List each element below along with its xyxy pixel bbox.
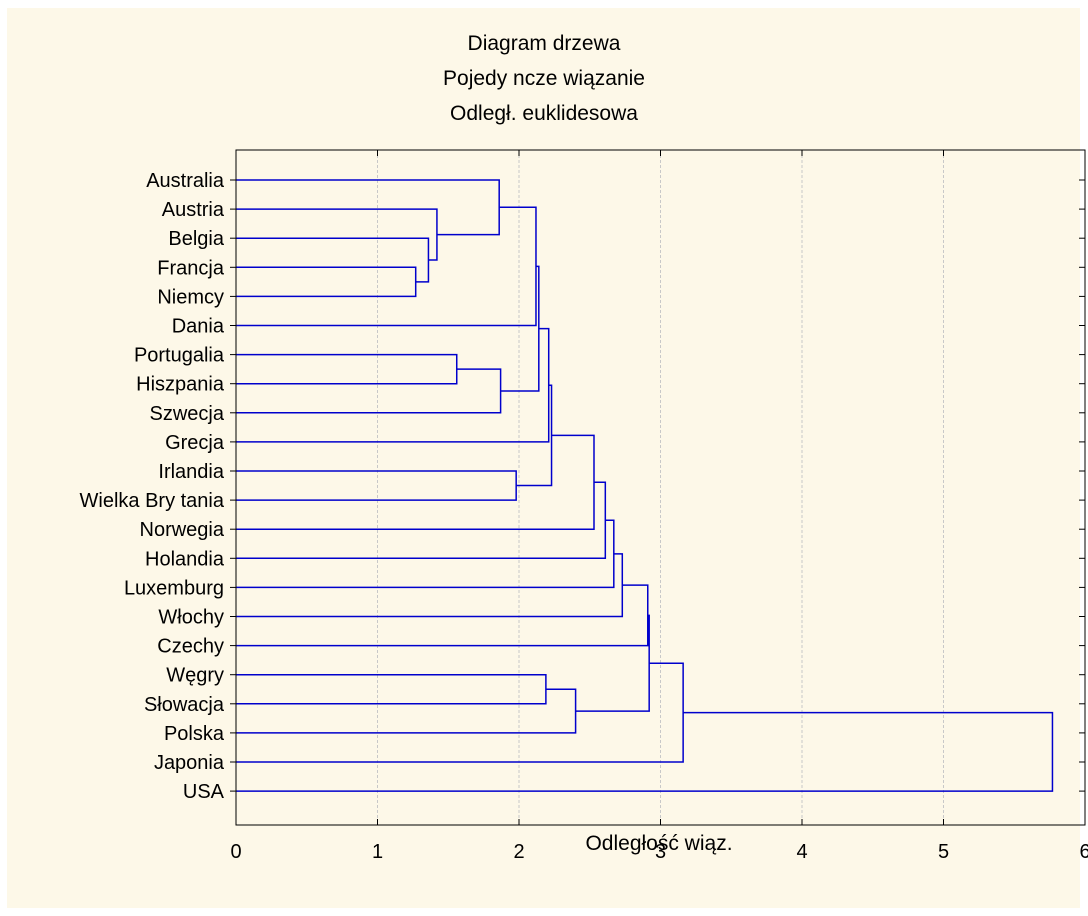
leaf-label: Luxemburg (124, 577, 224, 599)
dendrogram-link (236, 662, 684, 763)
leaf-label: Czechy (157, 636, 224, 658)
dendrogram-link (236, 208, 438, 261)
chart-title-line-3: Odległ. euklidesowa (450, 102, 638, 125)
dendrogram-link (236, 481, 607, 560)
leaf-label: Japonia (154, 752, 225, 774)
chart-background (7, 8, 1080, 908)
leaf-label: Australia (146, 170, 225, 192)
dendrogram-link (236, 470, 517, 501)
dendrogram-link (575, 614, 650, 712)
dendrogram-link (236, 553, 624, 618)
dendrogram-link (236, 368, 502, 414)
dendrogram-link (516, 384, 553, 487)
chart-title-line-2: Pojedy ncze wiązanie (443, 67, 645, 90)
dendrogram-link (236, 237, 430, 283)
dendrogram-link (236, 327, 550, 443)
leaf-label: Belgia (168, 228, 224, 250)
x-tick-label: 5 (938, 841, 949, 863)
dendrogram-link (236, 179, 500, 236)
x-axis-label: Odległość wiąz. (585, 832, 733, 855)
leaf-label: USA (183, 781, 225, 803)
x-tick-label: 6 (1079, 841, 1088, 863)
dendrogram-link (236, 584, 649, 647)
dendrogram-link (236, 688, 577, 734)
leaf-labels: Australia Austria Belgia Francja Niemcy Dania… (80, 170, 225, 803)
x-tick-label: 4 (796, 841, 807, 863)
x-tick-label: 0 (230, 841, 241, 863)
leaf-label: Holandia (145, 548, 225, 570)
x-tick-label: 1 (372, 841, 383, 863)
leaf-label: Dania (172, 316, 225, 338)
leaf-label: Niemcy (157, 286, 224, 308)
x-tick-labels: 0 1 2 3 4 5 6 (230, 841, 1088, 863)
x-tick-label: 2 (513, 841, 524, 863)
dendrogram-link (236, 673, 547, 705)
leaf-label: Irlandia (158, 461, 224, 483)
dendrogram-links (236, 179, 1054, 792)
dendrogram-link (236, 353, 458, 385)
chart-title-line-1: Diagram drzewa (467, 32, 621, 55)
dendrogram-link (236, 206, 537, 327)
leaf-label: Austria (162, 199, 225, 221)
grid-lines (377, 150, 944, 825)
leaf-label: Szwecja (150, 403, 225, 425)
leaf-label: Węgry (166, 665, 224, 687)
x-tick-label: 3 (655, 841, 666, 863)
dendrogram-link (236, 266, 417, 298)
leaf-label: Wielka Bry tania (80, 490, 225, 512)
leaf-label: Polska (164, 723, 225, 745)
dendrogram-link (236, 434, 595, 530)
leaf-label: Norwegia (140, 519, 225, 541)
leaf-label: Włochy (158, 607, 224, 629)
dendrogram-link (236, 711, 1054, 792)
dendrogram-link (500, 265, 540, 392)
leaf-label: Francja (157, 257, 225, 279)
leaf-label: Portugalia (134, 345, 225, 367)
leaf-label: Hiszpania (136, 374, 225, 396)
dendrogram-link (236, 519, 615, 589)
axis-ticks (230, 150, 1086, 825)
leaf-label: Słowacja (144, 694, 225, 716)
leaf-label: Grecja (165, 432, 225, 454)
